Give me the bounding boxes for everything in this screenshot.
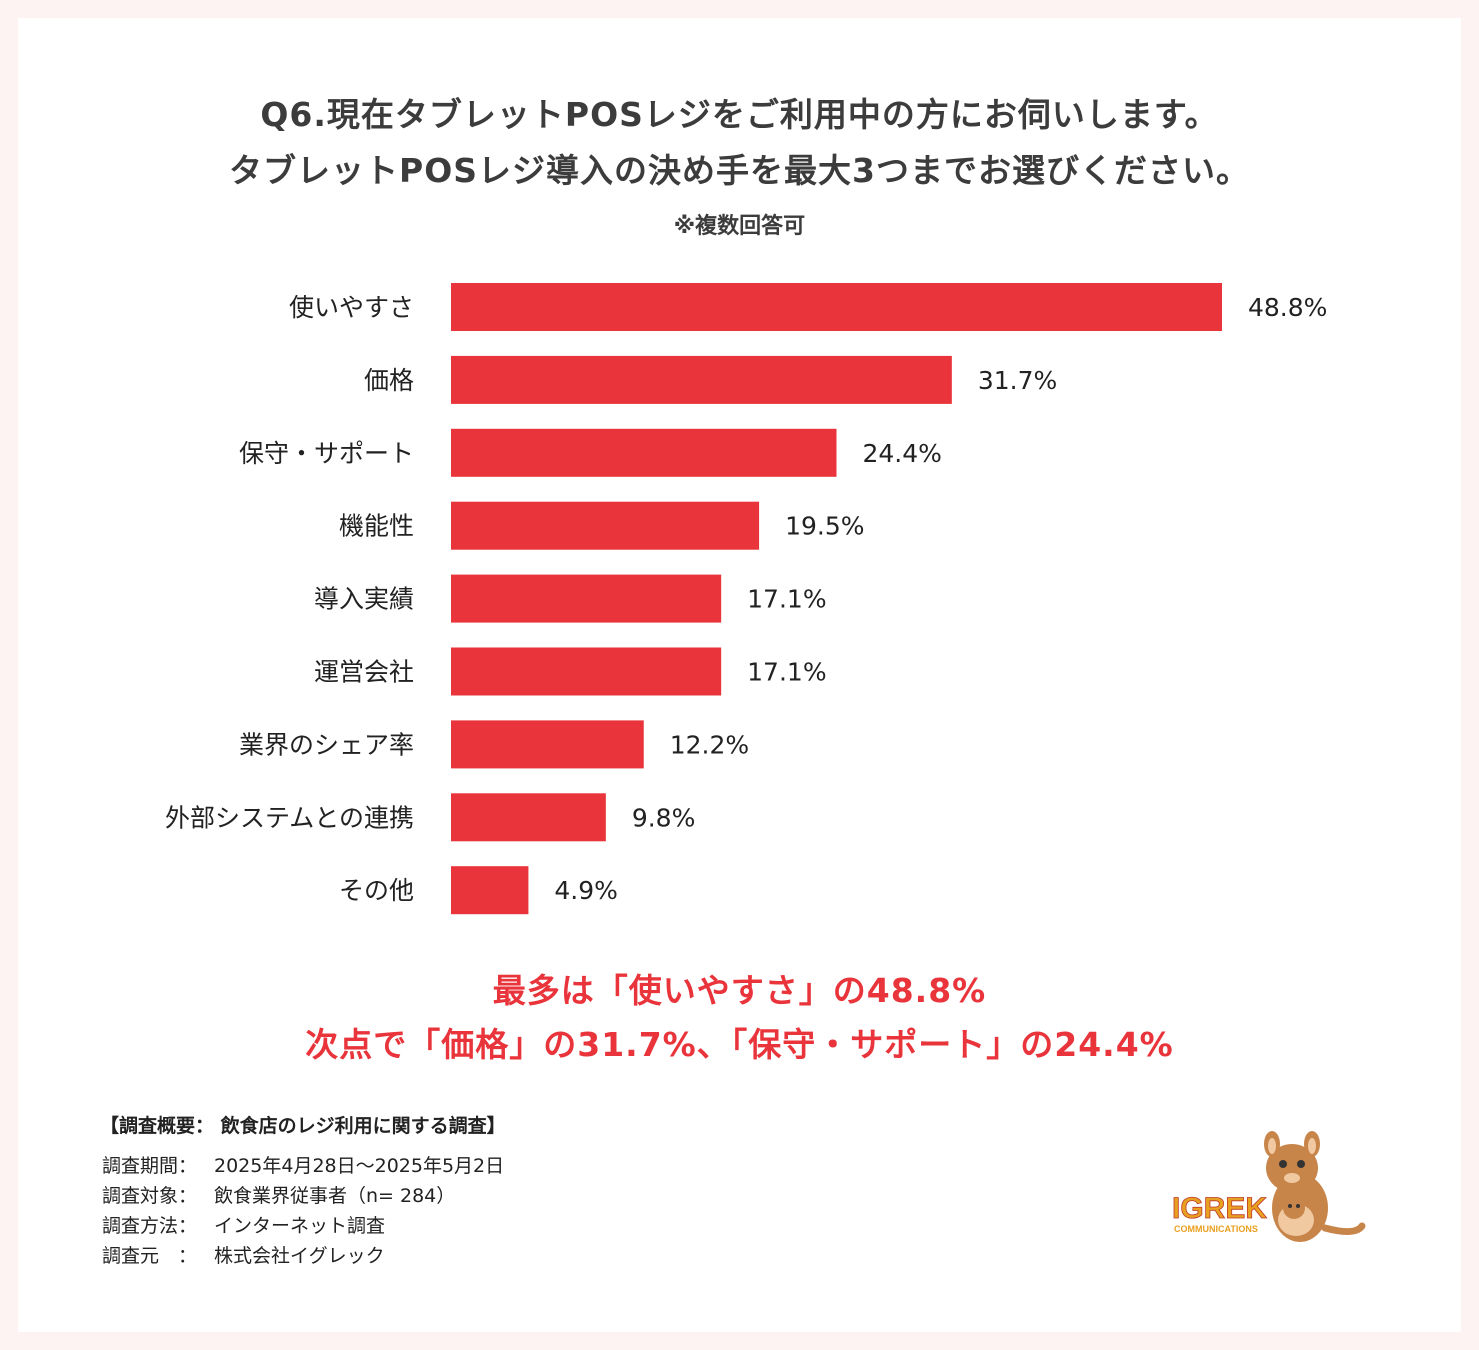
- survey-value: 株式会社イグレック: [214, 1245, 385, 1267]
- logo-wordmark: IGREK: [1172, 1192, 1267, 1225]
- company-logo: IGREK COMMUNICATIONS: [1172, 1131, 1366, 1242]
- value-label: 24.4%: [863, 439, 942, 468]
- value-label: 12.2%: [670, 730, 749, 759]
- survey-row: 調査元 ： 株式会社イグレック: [102, 1241, 385, 1268]
- category-label: 外部システムとの連携: [165, 803, 414, 832]
- value-label: 9.8%: [632, 803, 696, 832]
- bar: [451, 355, 952, 404]
- value-label: 17.1%: [747, 585, 826, 614]
- bar: [451, 428, 837, 477]
- bar: [451, 793, 606, 842]
- survey-value: 2025年4月28日～2025年5月2日: [214, 1155, 505, 1177]
- category-label: 導入実績: [314, 585, 414, 614]
- survey-key: 調査期間：: [102, 1155, 198, 1177]
- summary-line-2: 次点で「価格」の31.7%、「保守・サポート」の24.4%: [305, 1025, 1174, 1064]
- multiple-answer-note: ※複数回答可: [673, 214, 806, 239]
- survey-row: 調査方法： インターネット調査: [102, 1211, 385, 1238]
- bar: [451, 647, 722, 696]
- survey-value: 飲食業界従事者（n= 284）: [214, 1185, 456, 1207]
- value-label: 48.8%: [1248, 293, 1327, 322]
- summary-line-1: 最多は「使いやすさ」の48.8%: [492, 971, 987, 1010]
- category-label: その他: [339, 876, 414, 905]
- value-label: 19.5%: [785, 512, 864, 541]
- category-label: 価格: [364, 366, 414, 395]
- category-label: 業界のシェア率: [239, 730, 414, 759]
- survey-key: 調査対象：: [102, 1185, 198, 1207]
- survey-key: 調査方法：: [102, 1215, 198, 1237]
- survey-heading: 【調査概要： 飲食店のレジ利用に関する調査】: [100, 1115, 506, 1137]
- chart-card: [18, 18, 1461, 1332]
- category-label: 保守・サポート: [239, 439, 414, 468]
- bar: [451, 720, 644, 769]
- survey-row: 調査対象： 飲食業界従事者（n= 284）: [102, 1181, 455, 1208]
- category-label: 使いやすさ: [289, 293, 414, 322]
- bar: [451, 866, 529, 915]
- category-label: 運営会社: [314, 658, 414, 687]
- survey-value: インターネット調査: [214, 1215, 386, 1237]
- logo-subtitle: COMMUNICATIONS: [1174, 1224, 1258, 1234]
- bar: [451, 501, 760, 550]
- bar: [451, 574, 722, 623]
- category-label: 機能性: [339, 512, 414, 541]
- value-label: 4.9%: [554, 876, 618, 905]
- value-label: 17.1%: [747, 658, 826, 687]
- kangaroo-mascot-icon: [1264, 1131, 1366, 1242]
- survey-row: 調査期間： 2025年4月28日～2025年5月2日: [102, 1151, 504, 1178]
- value-label: 31.7%: [978, 366, 1057, 395]
- survey-key: 調査元 ：: [102, 1245, 198, 1267]
- bar: [451, 283, 1222, 331]
- chart-title-line-2: タブレットPOSレジ導入の決め手を最大3つまでお選びください。: [229, 151, 1250, 190]
- chart-title-line-1: Q6.現在タブレットPOSレジをご利用中の方にお伺いします。: [260, 95, 1219, 134]
